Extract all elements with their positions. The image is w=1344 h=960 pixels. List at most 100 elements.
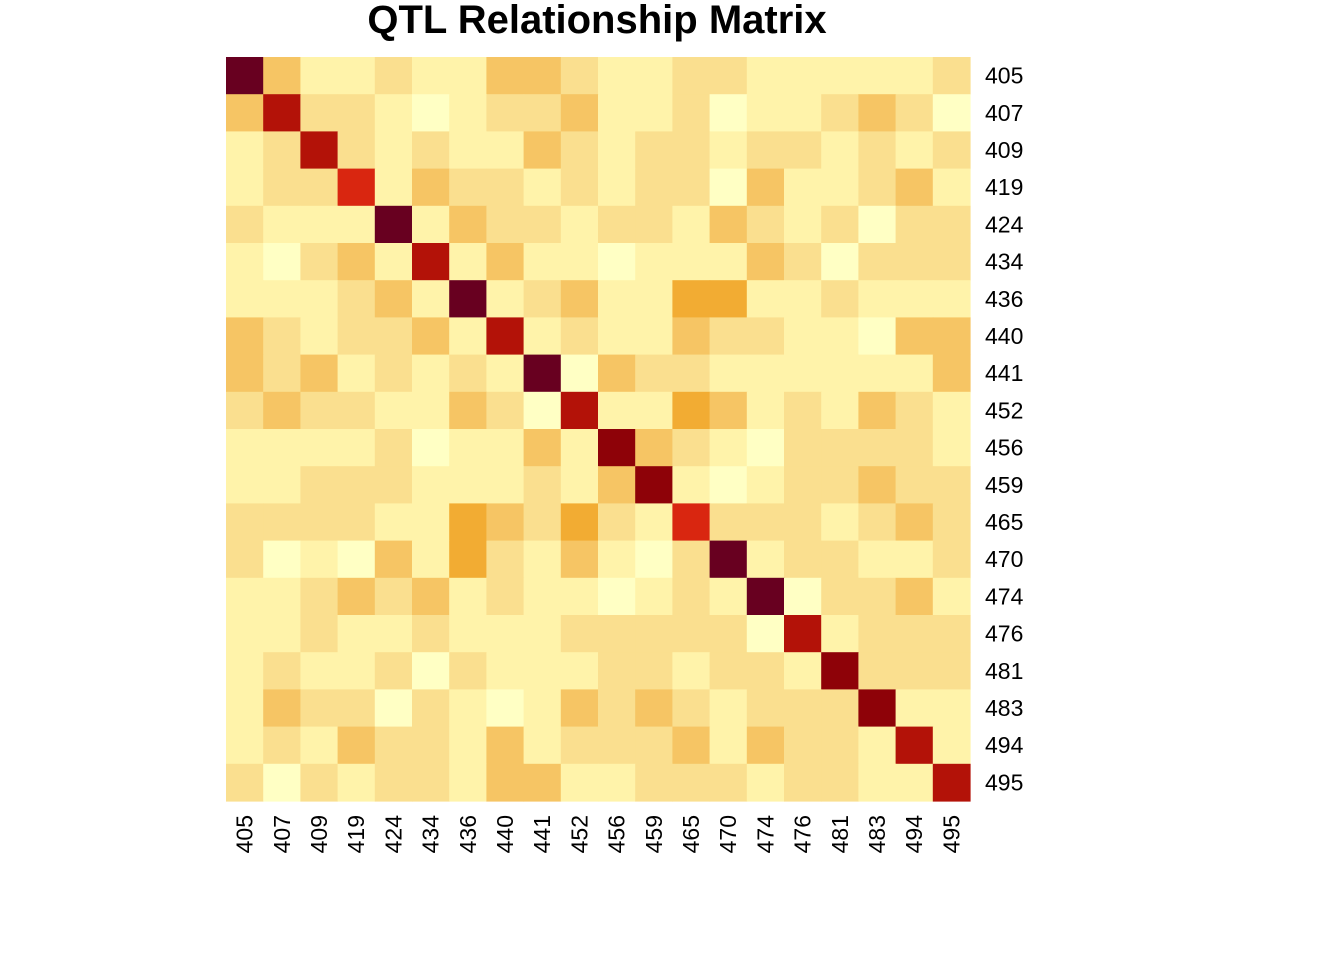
heatmap-cell-494-419 [337,726,376,765]
heatmap-cell-405-409 [300,57,339,95]
heatmap-cell-481-494 [895,652,934,690]
heatmap-cell-452-424 [374,391,413,430]
heatmap-cell-465-440 [486,503,525,542]
heatmap-cell-440-440 [486,317,525,356]
heatmap-cell-494-440 [486,726,525,765]
heatmap-cell-459-465 [672,466,711,504]
column-label-441: 441 [529,815,555,853]
heatmap-cell-419-405 [226,168,264,207]
heatmap-cell-494-441 [523,726,562,765]
column-label-481: 481 [827,815,853,853]
heatmap-cell-470-483 [858,540,897,579]
heatmap-cell-441-465 [672,354,711,393]
heatmap-cell-441-483 [858,354,897,393]
heatmap-cell-405-465 [672,57,711,95]
heatmap-cell-470-476 [784,540,822,579]
heatmap-cell-470-459 [635,540,673,579]
heatmap-cell-495-405 [226,763,264,802]
heatmap-cell-424-434 [412,205,450,244]
heatmap-cell-441-407 [263,354,301,393]
column-tick-labels: 405 407 409 419 424 434 436 440 441 452 456 459 465 4… [232,815,965,854]
heatmap-cell-419-483 [858,168,897,207]
heatmap-cell-409-481 [821,131,859,170]
heatmap-cell-407-409 [300,94,339,132]
column-label-474: 474 [752,815,778,854]
heatmap-cell-474-419 [337,577,376,616]
heatmap-cell-434-452 [560,243,599,281]
heatmap-cell-424-436 [449,205,487,244]
heatmap-cell-436-481 [821,280,859,318]
heatmap-cell-476-441 [523,615,562,653]
row-label-470: 470 [985,546,1023,572]
heatmap-cell-452-452 [560,391,599,430]
heatmap-cell-495-419 [337,763,376,802]
column-label-476: 476 [790,815,816,853]
heatmap-cell-405-481 [821,57,859,95]
heatmap-cell-441-481 [821,354,859,393]
heatmap-cell-470-465 [672,540,711,579]
heatmap-cell-440-424 [374,317,413,356]
heatmap-cell-481-405 [226,652,264,690]
heatmap-cell-495-436 [449,763,487,802]
heatmap-cell-481-456 [598,652,636,690]
heatmap-cell-465-436 [449,503,487,542]
heatmap-cell-481-419 [337,652,376,690]
heatmap-cell-419-459 [635,168,673,207]
heatmap-cell-476-434 [412,615,450,653]
heatmap-cell-436-407 [263,280,301,318]
heatmap-cell-436-441 [523,280,562,318]
column-label-434: 434 [418,815,444,854]
row-label-476: 476 [985,621,1023,647]
heatmap-cell-452-419 [337,391,376,430]
heatmap-cell-476-465 [672,615,711,653]
heatmap-cell-474-407 [263,577,301,616]
heatmap-cell-483-407 [263,689,301,728]
heatmap-cell-495-495 [932,763,971,802]
heatmap-cell-481-407 [263,652,301,690]
heatmap-cell-436-470 [709,280,748,318]
heatmap-cell-483-434 [412,689,450,728]
heatmap-cell-465-441 [523,503,562,542]
heatmap-cell-481-476 [784,652,822,690]
heatmap-cell-494-456 [598,726,636,765]
heatmap-cell-474-424 [374,577,413,616]
heatmap-cell-409-494 [895,131,934,170]
heatmap-cell-419-441 [523,168,562,207]
heatmap-cell-456-441 [523,429,562,467]
heatmap-cell-465-456 [598,503,636,542]
heatmap-cell-436-434 [412,280,450,318]
heatmap-cell-424-424 [374,205,413,244]
heatmap-cell-459-481 [821,466,859,504]
heatmap-cell-407-495 [932,94,971,132]
heatmap-cell-440-483 [858,317,897,356]
heatmap-cell-456-409 [300,429,339,467]
heatmap-cell-495-456 [598,763,636,802]
heatmap-cell-456-459 [635,429,673,467]
heatmap-cell-434-483 [858,243,897,281]
heatmap-cell-465-465 [672,503,711,542]
column-label-409: 409 [306,815,332,853]
heatmap-cell-441-440 [486,354,525,393]
row-label-481: 481 [985,658,1023,684]
heatmap-cell-424-465 [672,205,711,244]
heatmap-cell-434-465 [672,243,711,281]
heatmap-cell-405-494 [895,57,934,95]
heatmap-cell-459-495 [932,466,971,504]
heatmap-cell-419-474 [746,168,785,207]
heatmap-cell-407-474 [746,94,785,132]
heatmap-cell-441-436 [449,354,487,393]
heatmap-cell-436-405 [226,280,264,318]
heatmap-cell-459-424 [374,466,413,504]
heatmap-cell-456-452 [560,429,599,467]
heatmap-cell-452-474 [746,391,785,430]
heatmap-cell-495-409 [300,763,339,802]
heatmap-cell-474-483 [858,577,897,616]
heatmap-cell-465-476 [784,503,822,542]
heatmap-cell-456-440 [486,429,525,467]
heatmap-cell-405-424 [374,57,413,95]
heatmap-cell-441-476 [784,354,822,393]
heatmap-cell-452-436 [449,391,487,430]
column-label-452: 452 [566,815,592,853]
heatmap-cell-476-474 [746,615,785,653]
heatmap-cell-476-436 [449,615,487,653]
